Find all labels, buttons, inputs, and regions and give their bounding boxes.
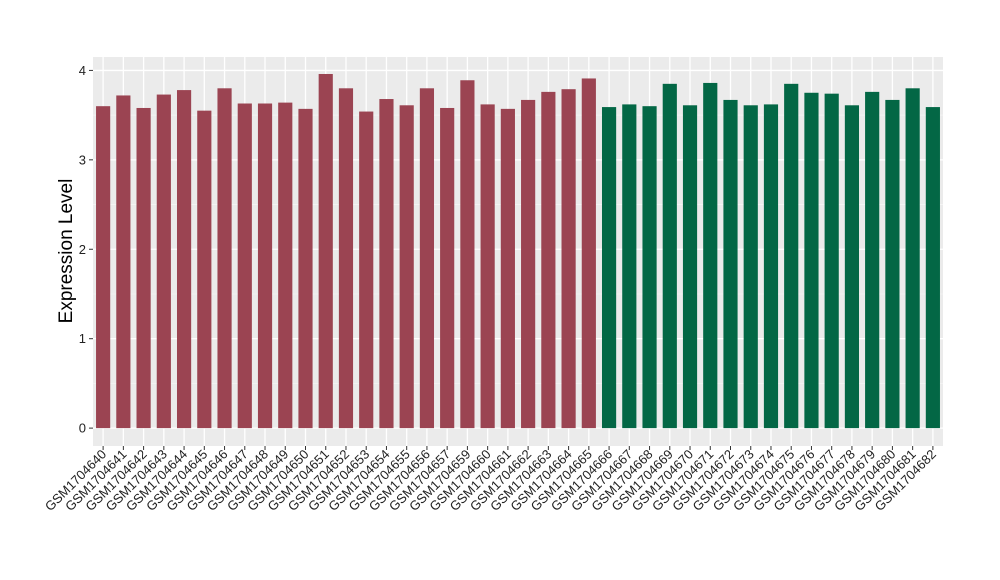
bar-GSM1704653	[359, 111, 374, 429]
bar-GSM1704663	[541, 91, 556, 429]
bar-GSM1704680	[885, 99, 900, 429]
bar-GSM1704646	[217, 88, 232, 429]
bar-GSM1704662	[521, 99, 536, 429]
plot-panel	[93, 57, 943, 446]
y-tick-label: 0	[79, 421, 86, 436]
bars	[96, 73, 940, 429]
bar-GSM1704657	[440, 107, 455, 429]
bar-GSM1704654	[379, 99, 394, 429]
bar-GSM1704655	[399, 105, 414, 429]
bar-GSM1704677	[824, 93, 839, 429]
y-tick-label: 3	[79, 152, 86, 167]
bar-GSM1704669	[662, 83, 677, 429]
bar-GSM1704643	[156, 94, 171, 429]
bar-GSM1704650	[298, 108, 313, 429]
bar-GSM1704656	[419, 88, 435, 429]
bar-GSM1704647	[237, 103, 252, 429]
bar-GSM1704659	[460, 80, 475, 429]
bar-GSM1704644	[176, 90, 192, 429]
bar-GSM1704648	[257, 103, 273, 429]
y-axis: 0 1 2 3 4	[79, 63, 93, 436]
y-tick-label: 4	[79, 63, 86, 78]
bar-GSM1704674	[763, 104, 779, 429]
bar-GSM1704679	[865, 91, 880, 429]
bar-GSM1704676	[804, 92, 819, 429]
bar-GSM1704672	[723, 99, 738, 429]
bar-GSM1704675	[784, 83, 799, 429]
bar-GSM1704665	[581, 78, 596, 429]
bar-GSM1704673	[743, 105, 758, 429]
x-axis: GSM1704640GSM1704641GSM1704642GSM1704643…	[42, 446, 939, 514]
bar-GSM1704661	[500, 108, 515, 429]
bar-GSM1704681	[905, 88, 920, 429]
bar-GSM1704682	[925, 107, 940, 429]
bar-GSM1704670	[682, 105, 698, 429]
bar-GSM1704666	[601, 107, 617, 429]
bar-GSM1704664	[561, 89, 576, 429]
bar-GSM1704651	[318, 73, 333, 429]
bar-GSM1704667	[622, 104, 637, 429]
bar-GSM1704649	[278, 102, 293, 429]
y-axis-title: Expression Level	[56, 179, 77, 324]
y-tick-label: 2	[79, 242, 86, 257]
bar-GSM1704645	[197, 110, 212, 429]
bar-GSM1704660	[480, 104, 495, 429]
y-tick-label: 1	[79, 331, 86, 346]
bar-GSM1704642	[136, 107, 151, 429]
bar-GSM1704671	[703, 82, 718, 429]
bar-GSM1704668	[642, 106, 657, 429]
bar-GSM1704678	[844, 105, 860, 429]
bar-GSM1704640	[96, 106, 111, 429]
bar-GSM1704652	[338, 88, 354, 429]
bar-GSM1704641	[116, 95, 131, 429]
